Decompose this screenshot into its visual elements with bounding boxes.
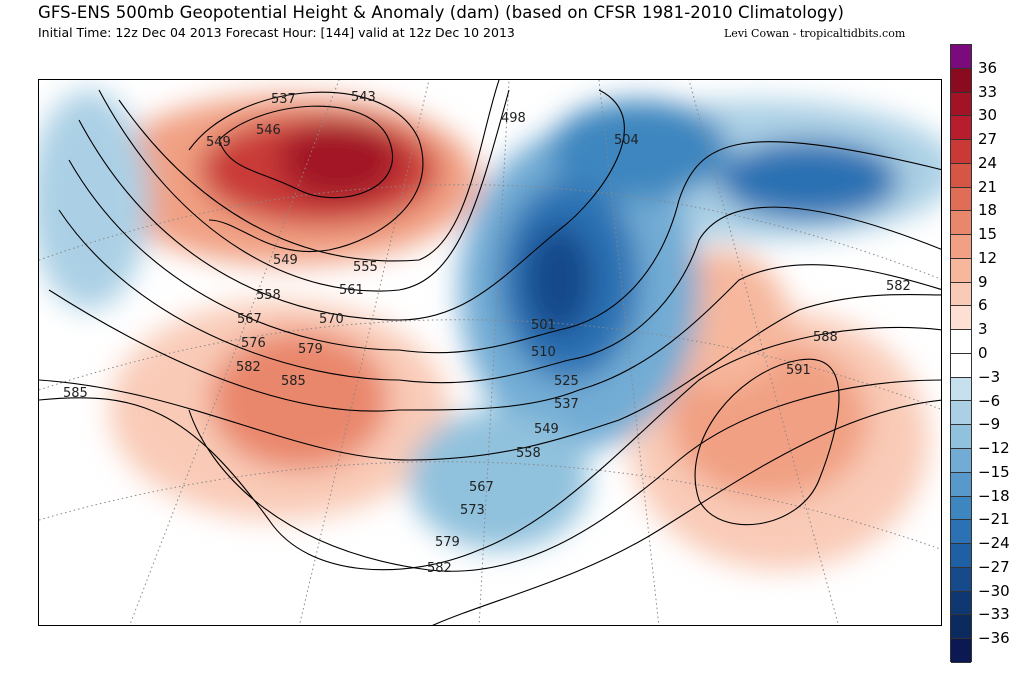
colorbar-cell: [951, 567, 971, 592]
contour-label: 498: [501, 111, 526, 126]
contour-label: 537: [554, 397, 579, 412]
contour-label: 525: [554, 374, 579, 389]
colorbar-cell: [951, 520, 971, 545]
map-canvas: 537 543 546 549 549 555 558 561 567 570 576 579 582 5…: [39, 80, 941, 625]
colorbar-label: 9: [978, 272, 988, 291]
colorbar-label: −21: [978, 510, 1010, 529]
colorbar-cell: [951, 116, 971, 141]
contour-label: 561: [339, 283, 364, 298]
colorbar-label: −6: [978, 391, 1001, 410]
colorbar-label: 27: [978, 130, 998, 149]
contour-label: 588: [813, 330, 838, 345]
colorbar-cell: [951, 235, 971, 259]
contour-label: 591: [786, 363, 811, 378]
colorbar-label: 30: [978, 106, 998, 125]
anomaly-shading: [39, 90, 941, 570]
contour-label: 549: [206, 135, 231, 150]
colorbar-label: 3: [978, 320, 988, 339]
colorbar-cell: [951, 425, 971, 450]
colorbar-label: −9: [978, 415, 1001, 434]
colorbar-label: 24: [978, 153, 998, 172]
contour-label: 546: [256, 123, 281, 138]
contour-label: 504: [614, 133, 639, 148]
contour-label: 501: [531, 318, 556, 333]
contour-label: 579: [435, 535, 460, 550]
contour-label: 567: [237, 312, 262, 327]
colorbar-cell: [951, 353, 971, 378]
contour-label: 579: [298, 342, 323, 357]
colorbar-cell: [951, 472, 971, 497]
contour-label: 549: [534, 422, 559, 437]
colorbar-cell: [951, 401, 971, 426]
contour-label: 567: [469, 480, 494, 495]
colorbar-label: 12: [978, 248, 998, 267]
colorbar-cell: [951, 68, 971, 93]
contour-label: 543: [351, 90, 376, 105]
contour-label: 582: [886, 279, 911, 294]
colorbar-cell: [951, 377, 971, 402]
colorbar-cell: [951, 140, 971, 164]
colorbar-label: 21: [978, 177, 998, 196]
colorbar-label: 18: [978, 201, 998, 220]
colorbar-cell: [951, 496, 971, 521]
contour-label: 585: [63, 386, 88, 401]
contour-label: 558: [516, 446, 541, 461]
colorbar-cell: [951, 163, 971, 188]
contour-label: 510: [531, 345, 556, 360]
colorbar-cell: [951, 615, 971, 640]
contour-label: 537: [271, 92, 296, 107]
contour-label: 576: [241, 336, 266, 351]
anomaly-map: 537 543 546 549 549 555 558 561 567 570 576 579 582 5…: [38, 79, 942, 626]
colorbar-label: 36: [978, 58, 998, 77]
contour-label: 555: [353, 260, 378, 275]
contour-label: 582: [427, 561, 452, 576]
colorbar-label: −3: [978, 367, 1001, 386]
graticule: [39, 80, 941, 625]
colorbar-label: −24: [978, 534, 1010, 553]
colorbar-cell: [951, 330, 971, 354]
colorbar-label: −15: [978, 462, 1010, 481]
colorbar-cell: [951, 258, 971, 283]
colorbar-cell: [951, 306, 971, 331]
colorbar-label: −36: [978, 629, 1010, 648]
colorbar-label: −33: [978, 605, 1010, 624]
colorbar: [950, 44, 972, 663]
colorbar-label: −27: [978, 557, 1010, 576]
colorbar-cell: [951, 92, 971, 117]
contour-label: 573: [460, 503, 485, 518]
contour-label: 585: [281, 374, 306, 389]
contour-label: 570: [319, 312, 344, 327]
colorbar-label: 15: [978, 225, 998, 244]
colorbar-cell: [951, 639, 971, 663]
colorbar-label: 6: [978, 296, 988, 315]
map-title: GFS-ENS 500mb Geopotential Height & Anom…: [38, 3, 845, 22]
contour-label: 549: [273, 253, 298, 268]
contour-label: 582: [236, 360, 261, 375]
colorbar-label: −18: [978, 486, 1010, 505]
forecast-info: Initial Time: 12z Dec 04 2013 Forecast H…: [38, 25, 515, 40]
contour-labels: 537 543 546 549 549 555 558 561 567 570 576 579 582 5…: [63, 90, 911, 576]
colorbar-label: 33: [978, 82, 998, 101]
colorbar-label: 0: [978, 344, 988, 362]
colorbar-cell: [951, 187, 971, 212]
colorbar-label: −30: [978, 581, 1010, 600]
height-contours: [39, 80, 941, 625]
colorbar-cell: [951, 544, 971, 568]
contour-label: 558: [256, 288, 281, 303]
colorbar-cell: [951, 45, 971, 69]
colorbar-cell: [951, 591, 971, 616]
colorbar-cell: [951, 211, 971, 236]
colorbar-cell: [951, 449, 971, 473]
colorbar-cell: [951, 282, 971, 307]
colorbar-label: −12: [978, 439, 1010, 458]
credit: Levi Cowan - tropicaltidbits.com: [724, 27, 906, 40]
